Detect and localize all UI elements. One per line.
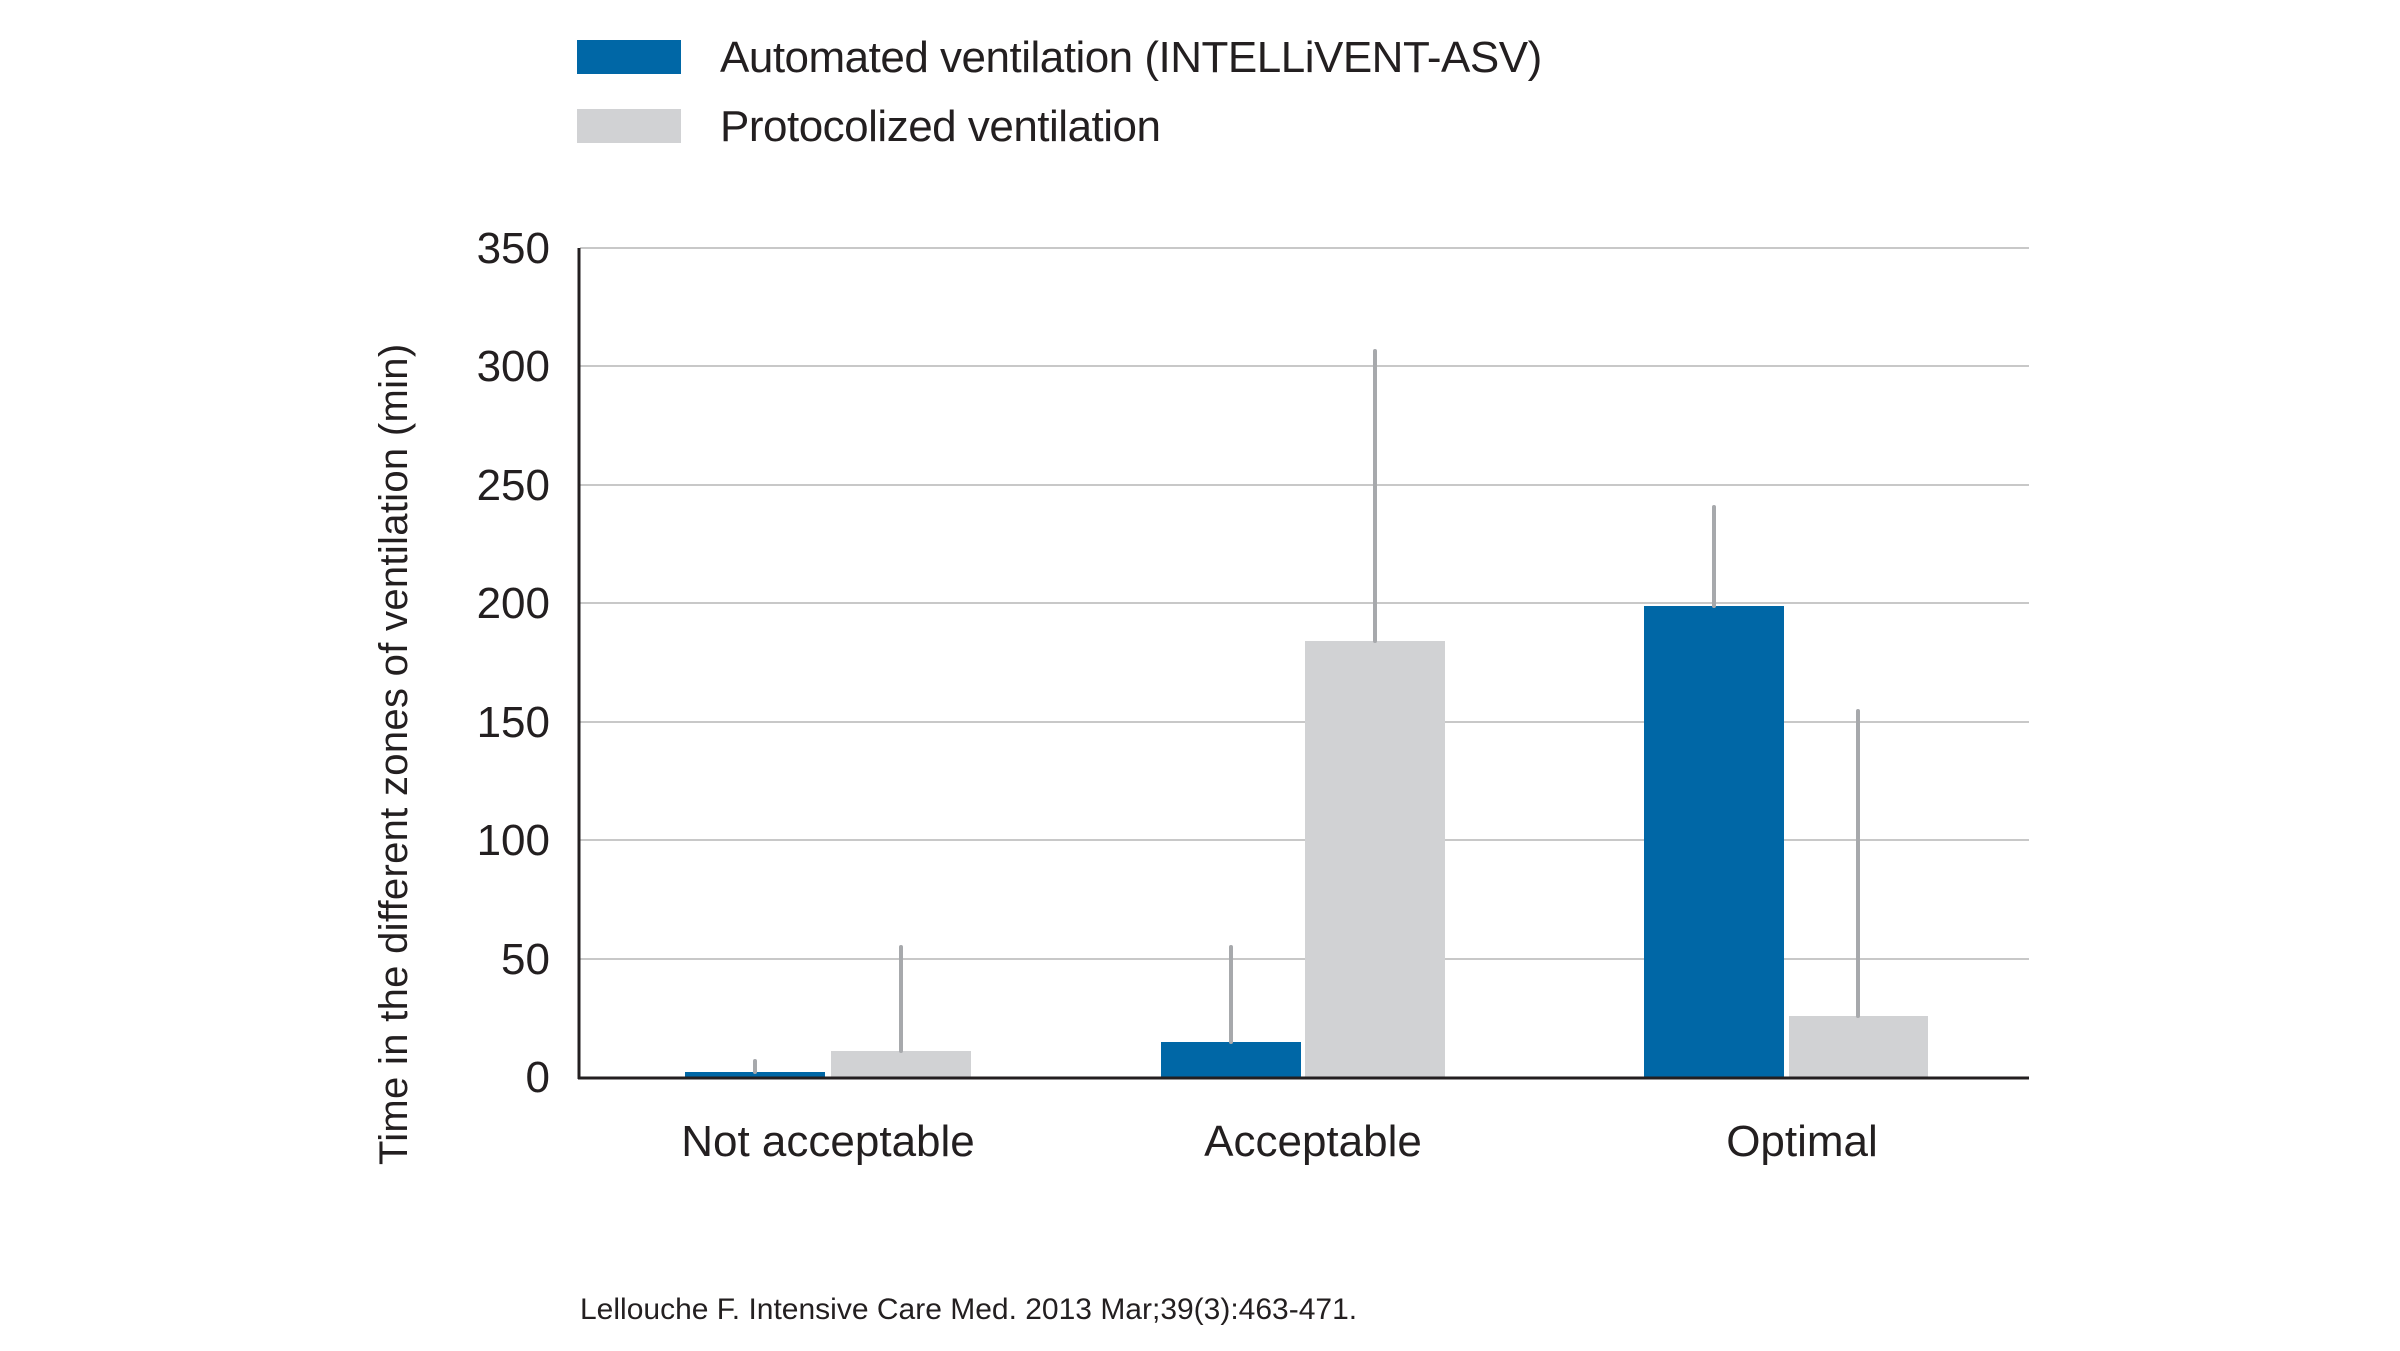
bar-group-optimal — [1644, 505, 1928, 1077]
bar-automated-not-acceptable — [685, 1072, 825, 1077]
bar-group-not-acceptable — [685, 945, 971, 1077]
y-tick: 150 — [476, 698, 550, 747]
bar-automated-optimal — [1644, 606, 1784, 1077]
gridlines — [580, 247, 2029, 960]
y-tick: 200 — [476, 579, 550, 628]
y-tick: 350 — [476, 224, 550, 273]
bar-protocolized-optimal — [1789, 1016, 1928, 1077]
bar-group-acceptable — [1161, 349, 1445, 1077]
citation: Lellouche F. Intensive Care Med. 2013 Ma… — [580, 1293, 1358, 1326]
y-tick: 100 — [476, 816, 550, 865]
x-tick-optimal: Optimal — [1726, 1117, 1878, 1166]
y-tick: 50 — [501, 935, 550, 984]
y-axis-ticks: 350 300 250 200 150 100 50 0 — [430, 0, 550, 1351]
x-tick-not-acceptable: Not acceptable — [681, 1117, 975, 1166]
bar-protocolized-not-acceptable — [831, 1051, 971, 1077]
legend-label-protocolized: Protocolized ventilation — [720, 102, 1161, 151]
bar-automated-acceptable — [1161, 1042, 1301, 1077]
x-tick-acceptable: Acceptable — [1204, 1117, 1422, 1166]
legend-swatch-automated — [577, 40, 681, 74]
legend-swatch-protocolized — [577, 109, 681, 143]
bar-protocolized-acceptable — [1305, 641, 1445, 1077]
y-tick: 300 — [476, 342, 550, 391]
legend-label-automated: Automated ventilation (INTELLiVENT-ASV) — [720, 33, 1542, 82]
y-tick: 250 — [476, 461, 550, 510]
y-tick: 0 — [525, 1053, 550, 1102]
